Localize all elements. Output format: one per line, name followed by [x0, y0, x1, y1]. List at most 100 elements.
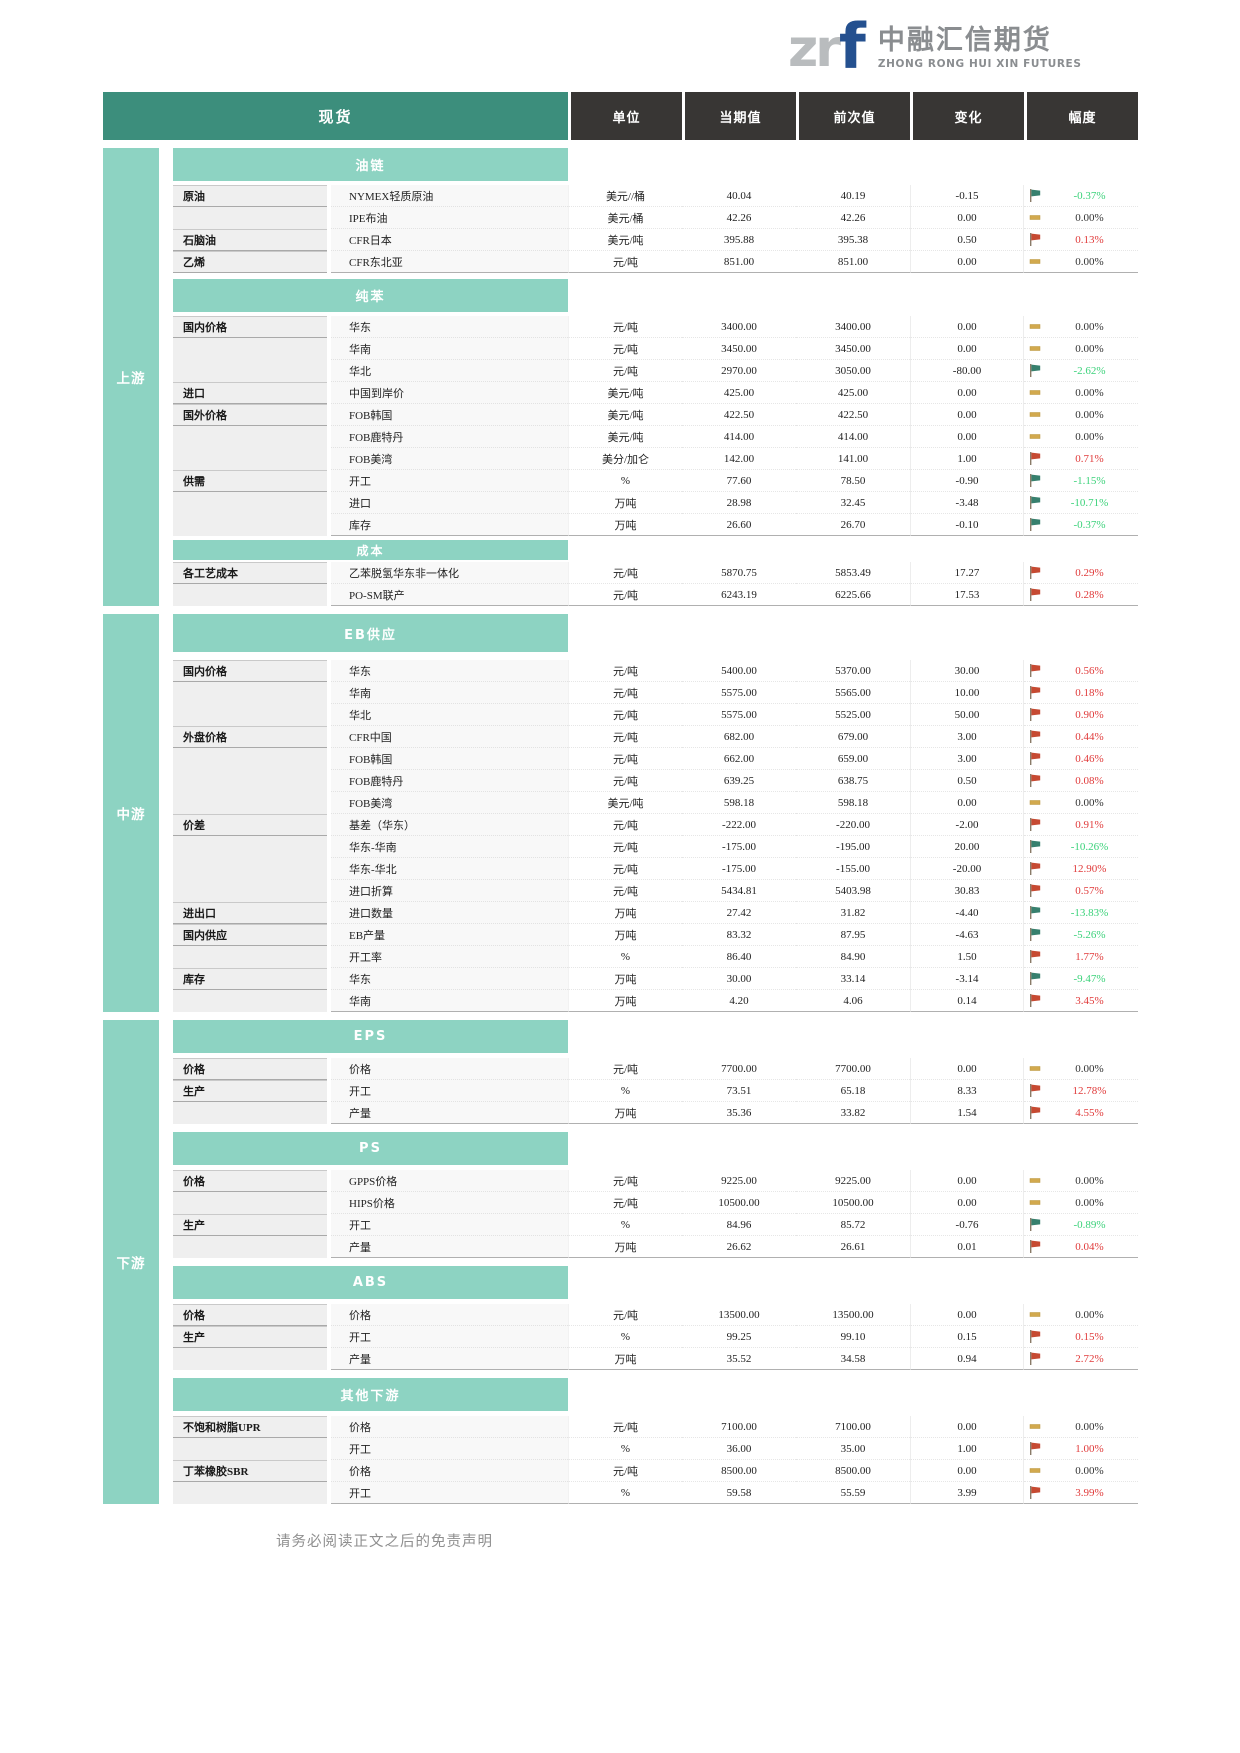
current-value: 851.00 [682, 251, 796, 273]
flag-up-icon [1029, 1106, 1041, 1119]
table-row: 各工艺成本 乙苯脱氢华东非一体化 元/吨 5870.75 5853.49 17.27 0.2… [173, 562, 1138, 584]
unit-cell: % [568, 1080, 682, 1102]
table-row: 生产 开工% 84.96 85.72 -0.76 -0.89% [173, 1214, 1138, 1236]
magnitude-cell: 0.00% [1024, 207, 1138, 229]
pct-value: 0.00% [1075, 320, 1104, 333]
magnitude-cell: 0.57% [1024, 880, 1138, 902]
pct-value: 0.56% [1075, 664, 1104, 677]
unit-cell: 元/吨 [568, 660, 682, 682]
magnitude-cell: 0.15% [1024, 1326, 1138, 1348]
unit-cell: % [568, 1438, 682, 1460]
magnitude-cell: -9.47% [1024, 968, 1138, 990]
group-label-midstream: 中游 [103, 614, 159, 1012]
category-cell [173, 1348, 327, 1370]
unit-cell: 元/吨 [568, 251, 682, 273]
category-cell [173, 1482, 327, 1504]
change-value: -4.40 [910, 902, 1024, 924]
table-row: 产量 万吨 35.36 33.82 1.54 4.55% [173, 1102, 1138, 1124]
change-value: -0.90 [910, 470, 1024, 492]
previous-value: 32.45 [796, 492, 910, 514]
category-cell: 不饱和树脂UPR [173, 1416, 327, 1438]
item-cell: 产量 [331, 1348, 568, 1370]
magnitude-cell: 0.13% [1024, 229, 1138, 251]
unit-cell: 美元/吨 [568, 404, 682, 426]
table-row: 进口 中国到岸价 美元/吨 425.00 425.00 0.00 0.00% [173, 382, 1138, 404]
unit-cell: 元/吨 [568, 1460, 682, 1482]
change-value: 0.00 [910, 338, 1024, 360]
change-value: 0.00 [910, 1170, 1024, 1192]
table-row: 供需 开工% 77.60 78.50 -0.90 -1.15% [173, 470, 1138, 492]
pct-value: 4.55% [1075, 1106, 1104, 1119]
item-cell: 华东 [331, 968, 568, 990]
table-row: 进口 万吨 28.98 32.45 -3.48 -10.71% [173, 492, 1138, 514]
previous-value: 414.00 [796, 426, 910, 448]
table-row: 产量 万吨 26.62 26.61 0.01 0.04% [173, 1236, 1138, 1258]
section-header: 油链 [173, 148, 568, 181]
pct-value: 0.08% [1075, 774, 1104, 787]
unit-cell: 美元/吨 [568, 426, 682, 448]
current-value: 42.26 [682, 207, 796, 229]
unit-cell: % [568, 1214, 682, 1236]
category-cell [173, 207, 327, 229]
previous-value: -155.00 [796, 858, 910, 880]
item-cell: FOB鹿特丹 [331, 426, 568, 448]
pct-value: 0.00% [1075, 796, 1104, 809]
magnitude-cell: 0.71% [1024, 448, 1138, 470]
item-cell: 华南 [331, 338, 568, 360]
pct-value: -0.89% [1073, 1218, 1106, 1231]
magnitude-cell: -1.15% [1024, 470, 1138, 492]
section-bar-wrap: EB供应 [103, 614, 1138, 660]
change-value: 0.50 [910, 770, 1024, 792]
previous-value: 85.72 [796, 1214, 910, 1236]
item-cell: 华北 [331, 704, 568, 726]
pct-value: 0.00% [1075, 1196, 1104, 1209]
current-value: 59.58 [682, 1482, 796, 1504]
category-cell: 生产 [173, 1080, 327, 1102]
magnitude-cell: -0.37% [1024, 185, 1138, 207]
unit-cell: 万吨 [568, 1348, 682, 1370]
flat-bar-icon [1029, 1062, 1041, 1075]
table-row: FOB鹿特丹 元/吨 639.25 638.75 0.50 0.08% [173, 770, 1138, 792]
flag-up-icon [1029, 1084, 1041, 1097]
pct-value: -2.62% [1073, 364, 1106, 377]
table-row: 国内价格 华东 元/吨 5400.00 5370.00 30.00 0.56% [173, 660, 1138, 682]
unit-cell: 万吨 [568, 1102, 682, 1124]
change-value: 0.00 [910, 1058, 1024, 1080]
section-header: EB供应 [173, 614, 568, 652]
change-value: 0.00 [910, 1192, 1024, 1214]
category-cell [173, 704, 327, 726]
magnitude-cell: 0.00% [1024, 1460, 1138, 1482]
pct-value: 2.72% [1075, 1352, 1104, 1365]
table-row: 价格 GPPS价格 元/吨 9225.00 9225.00 0.00 0.00% [173, 1170, 1138, 1192]
magnitude-cell: 0.00% [1024, 404, 1138, 426]
flat-bar-icon [1029, 255, 1041, 268]
magnitude-cell: -2.62% [1024, 360, 1138, 382]
previous-value: 35.00 [796, 1438, 910, 1460]
current-value: 682.00 [682, 726, 796, 748]
flag-up-icon [1029, 1486, 1041, 1499]
header-spot: 现货 [103, 92, 568, 140]
previous-value: 26.70 [796, 514, 910, 536]
change-value: 30.83 [910, 880, 1024, 902]
table-row: 开工% 59.58 55.59 3.99 3.99% [173, 1482, 1138, 1504]
change-value: 1.00 [910, 448, 1024, 470]
change-value: 3.00 [910, 748, 1024, 770]
item-cell: 华东-华南 [331, 836, 568, 858]
magnitude-cell: -10.71% [1024, 492, 1138, 514]
pct-value: 0.00% [1075, 342, 1104, 355]
flag-down-icon [1029, 972, 1041, 985]
pct-value: 1.77% [1075, 950, 1104, 963]
category-cell: 价格 [173, 1170, 327, 1192]
magnitude-cell: 1.77% [1024, 946, 1138, 968]
table-row: 华南 元/吨 3450.00 3450.00 0.00 0.00% [173, 338, 1138, 360]
unit-cell: 元/吨 [568, 880, 682, 902]
table-row: 生产 开工% 73.51 65.18 8.33 12.78% [173, 1080, 1138, 1102]
pct-value: 0.00% [1075, 1420, 1104, 1433]
current-value: 598.18 [682, 792, 796, 814]
unit-cell: 万吨 [568, 492, 682, 514]
item-cell: 进口 [331, 492, 568, 514]
table-row: 生产 开工% 99.25 99.10 0.15 0.15% [173, 1326, 1138, 1348]
magnitude-cell: 3.99% [1024, 1482, 1138, 1504]
previous-value: 40.19 [796, 185, 910, 207]
